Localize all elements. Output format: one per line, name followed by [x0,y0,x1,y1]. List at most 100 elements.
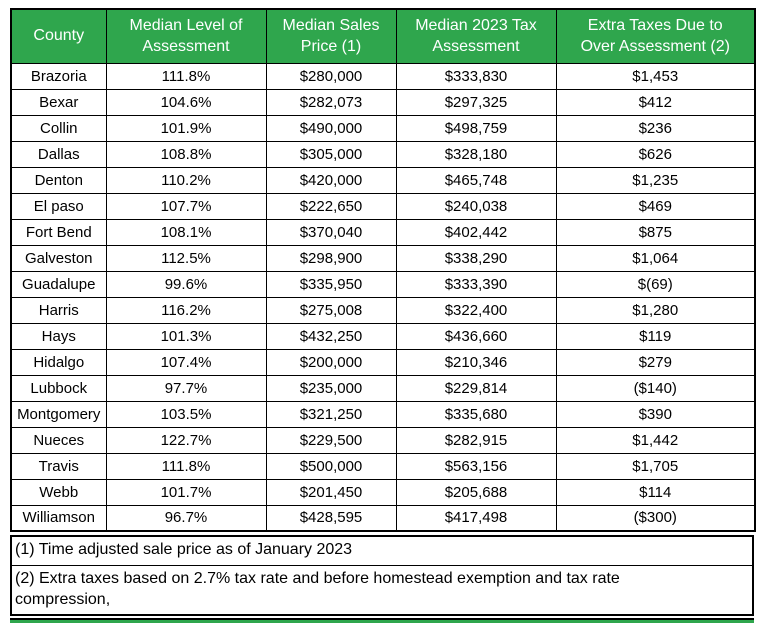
cell-median-sales-price: $305,000 [265,140,397,168]
column-header-median-level-of-assessment: Median Level of Assessment [105,8,267,64]
cell-median-2023-tax-assessment: $335,680 [395,400,557,428]
table-row: Lubbock 97.7% $235,000 $229,814 ($140) [10,374,756,402]
table-row: Montgomery 103.5% $321,250 $335,680 $390 [10,400,756,428]
table-row: Bexar 104.6% $282,073 $297,325 $412 [10,88,756,116]
cell-median-sales-price: $298,900 [265,244,397,272]
cell-county: Collin [10,114,107,142]
cell-county: Hays [10,322,107,350]
cell-median-2023-tax-assessment: $465,748 [395,166,557,194]
cell-median-2023-tax-assessment: $297,325 [395,88,557,116]
cell-median-2023-tax-assessment: $205,688 [395,478,557,506]
table-row: Dallas 108.8% $305,000 $328,180 $626 [10,140,756,168]
cell-median-sales-price: $229,500 [265,426,397,454]
footnotes-box: (1) Time adjusted sale price as of Janua… [10,535,754,617]
cell-extra-taxes-over-assessment: $469 [555,192,756,220]
table-row: Williamson 96.7% $428,595 $417,498 ($300) [10,504,756,532]
cell-county: Galveston [10,244,107,272]
cell-median-2023-tax-assessment: $322,400 [395,296,557,324]
cell-county: Dallas [10,140,107,168]
cell-median-sales-price: $235,000 [265,374,397,402]
cell-median-2023-tax-assessment: $333,390 [395,270,557,298]
cell-extra-taxes-over-assessment: $(69) [555,270,756,298]
cell-extra-taxes-over-assessment: $114 [555,478,756,506]
assessment-table: County Median Level of Assessment Median… [10,8,756,532]
cell-median-2023-tax-assessment: $498,759 [395,114,557,142]
cell-county: Webb [10,478,107,506]
cell-median-level-of-assessment: 101.9% [105,114,267,142]
cell-median-level-of-assessment: 97.7% [105,374,267,402]
cell-median-level-of-assessment: 108.8% [105,140,267,168]
table-row: Nueces 122.7% $229,500 $282,915 $1,442 [10,426,756,454]
cell-median-2023-tax-assessment: $229,814 [395,374,557,402]
table-row: Brazoria 111.8% $280,000 $333,830 $1,453 [10,62,756,90]
cell-median-sales-price: $335,950 [265,270,397,298]
header-row: County Median Level of Assessment Median… [10,8,756,64]
cell-extra-taxes-over-assessment: $626 [555,140,756,168]
cell-county: Travis [10,452,107,480]
table-row: El paso 107.7% $222,650 $240,038 $469 [10,192,756,220]
cell-median-level-of-assessment: 104.6% [105,88,267,116]
cell-median-level-of-assessment: 99.6% [105,270,267,298]
table-row: Travis 111.8% $500,000 $563,156 $1,705 [10,452,756,480]
cell-median-sales-price: $428,595 [265,504,397,532]
cell-county: Hidalgo [10,348,107,376]
cell-county: Guadalupe [10,270,107,298]
cell-county: Williamson [10,504,107,532]
cell-extra-taxes-over-assessment: $412 [555,88,756,116]
cell-median-level-of-assessment: 108.1% [105,218,267,246]
cell-median-level-of-assessment: 112.5% [105,244,267,272]
cell-county: Fort Bend [10,218,107,246]
table-row: Denton 110.2% $420,000 $465,748 $1,235 [10,166,756,194]
cell-county: Brazoria [10,62,107,90]
column-header-median-sales-price: Median Sales Price (1) [265,8,397,64]
table-row: Hidalgo 107.4% $200,000 $210,346 $279 [10,348,756,376]
footnote-2-line-1: (2) Extra taxes based on 2.7% tax rate a… [15,569,620,587]
cell-county: Denton [10,166,107,194]
cell-county: Bexar [10,88,107,116]
cell-median-level-of-assessment: 111.8% [105,452,267,480]
cell-county: El paso [10,192,107,220]
cell-median-2023-tax-assessment: $282,915 [395,426,557,454]
cell-median-level-of-assessment: 116.2% [105,296,267,324]
cell-extra-taxes-over-assessment: $279 [555,348,756,376]
cell-extra-taxes-over-assessment: $236 [555,114,756,142]
cell-median-sales-price: $490,000 [265,114,397,142]
cell-extra-taxes-over-assessment: $1,064 [555,244,756,272]
cell-median-2023-tax-assessment: $402,442 [395,218,557,246]
cell-median-sales-price: $201,450 [265,478,397,506]
cell-median-2023-tax-assessment: $417,498 [395,504,557,532]
cell-median-2023-tax-assessment: $240,038 [395,192,557,220]
cell-county: Lubbock [10,374,107,402]
cell-median-2023-tax-assessment: $328,180 [395,140,557,168]
cell-county: Harris [10,296,107,324]
footnote-1: (1) Time adjusted sale price as of Janua… [12,537,752,565]
cell-median-level-of-assessment: 101.7% [105,478,267,506]
column-header-county: County [10,8,107,64]
cell-median-2023-tax-assessment: $333,830 [395,62,557,90]
cell-median-sales-price: $222,650 [265,192,397,220]
cell-median-level-of-assessment: 110.2% [105,166,267,194]
table-row: Galveston 112.5% $298,900 $338,290 $1,064 [10,244,756,272]
cutoff-green-strip [10,618,754,624]
column-header-extra-taxes-over-assessment: Extra Taxes Due to Over Assessment (2) [555,8,756,64]
table-row: Hays 101.3% $432,250 $436,660 $119 [10,322,756,350]
cell-median-level-of-assessment: 122.7% [105,426,267,454]
cell-extra-taxes-over-assessment: $119 [555,322,756,350]
cell-median-level-of-assessment: 103.5% [105,400,267,428]
cell-median-sales-price: $500,000 [265,452,397,480]
cell-median-sales-price: $420,000 [265,166,397,194]
table-row: Collin 101.9% $490,000 $498,759 $236 [10,114,756,142]
column-header-median-2023-tax-assessment: Median 2023 Tax Assessment [395,8,557,64]
cell-extra-taxes-over-assessment: ($140) [555,374,756,402]
cell-median-sales-price: $370,040 [265,218,397,246]
cell-median-level-of-assessment: 107.7% [105,192,267,220]
cell-extra-taxes-over-assessment: $875 [555,218,756,246]
cell-extra-taxes-over-assessment: $1,705 [555,452,756,480]
assessment-table-figure: County Median Level of Assessment Median… [10,8,756,624]
table-row: Harris 116.2% $275,008 $322,400 $1,280 [10,296,756,324]
table-row: Webb 101.7% $201,450 $205,688 $114 [10,478,756,506]
footnote-2: (2) Extra taxes based on 2.7% tax rate a… [12,564,752,615]
cell-median-level-of-assessment: 107.4% [105,348,267,376]
cell-extra-taxes-over-assessment: $1,442 [555,426,756,454]
cell-county: Nueces [10,426,107,454]
